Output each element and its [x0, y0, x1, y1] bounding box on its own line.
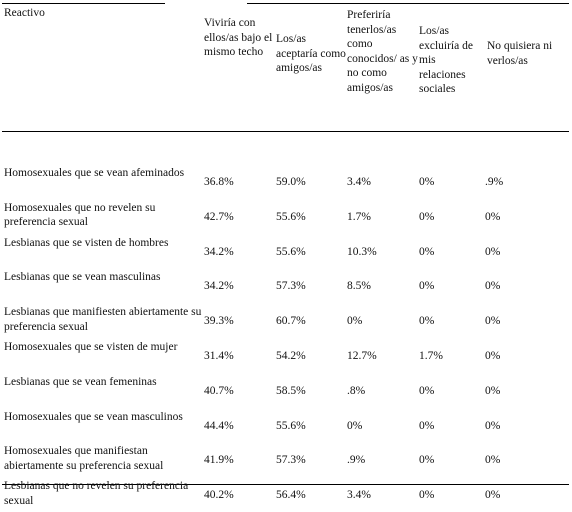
cell-value: 0%	[485, 349, 501, 362]
cell-value: 3.4%	[347, 176, 371, 188]
cell-value: 57.3%	[276, 280, 306, 293]
table-top-rule	[2, 3, 569, 4]
cell-value: 0%	[485, 210, 501, 223]
cell-value: .9%	[485, 176, 504, 188]
header-preferiria: Preferiría tenerlos/as como conocidos/ a…	[347, 9, 418, 94]
header-excluiria: Los/as excluiría de mis relaciones socia…	[419, 25, 473, 95]
cell-value: 36.8%	[204, 176, 234, 188]
cell-value: 56.4%	[276, 489, 306, 502]
cell-value: 0%	[485, 315, 501, 328]
table-bottom-rule	[2, 484, 569, 485]
cell-value: 0%	[485, 419, 501, 432]
table-row: Lesbianas que manifiesten abiertamente s…	[4, 303, 569, 338]
cell-value: 0%	[419, 489, 435, 502]
cell-value: 0%	[485, 245, 501, 258]
row-label: Lesbianas que se vean masculinas	[4, 271, 161, 284]
cell-value: 58.5%	[276, 384, 306, 397]
cell-value: 41.9%	[204, 454, 234, 467]
cell-value: 40.2%	[204, 489, 234, 502]
table-row: Lesbianas que se vean femeninas 40.7% 58.5…	[4, 373, 569, 408]
cell-value: 54.2%	[276, 349, 306, 362]
attitude-table: Reactivo Viviría con ellos/as bajo el mi…	[4, 6, 569, 512]
cell-value: 40.7%	[204, 384, 234, 397]
cell-value: 0%	[419, 280, 435, 293]
cell-value: 0%	[485, 454, 501, 467]
cell-value: 60.7%	[276, 315, 306, 328]
cell-value: 0%	[419, 245, 435, 258]
cell-value: 34.2%	[204, 245, 234, 258]
cell-value: 34.2%	[204, 280, 234, 293]
cell-value: 10.3%	[347, 245, 377, 258]
cell-value: 55.6%	[276, 245, 306, 258]
row-label: Homosexuales que manifiestan abiertament…	[4, 445, 164, 472]
row-label: Lesbianas que se visten de hombres	[4, 236, 169, 249]
cell-value: 55.6%	[276, 210, 306, 223]
cell-value: 0%	[419, 315, 435, 328]
cell-value: 0%	[485, 489, 501, 502]
table-row: Homosexuales que se vean afeminados 36.8%…	[4, 164, 569, 199]
cell-value: 0%	[419, 210, 435, 223]
row-label: Homosexuales que se visten de mujer	[4, 340, 178, 353]
row-label: Homosexuales que se vean masculinos	[4, 410, 183, 423]
table-body: Homosexuales que se vean afeminados 36.8%…	[4, 164, 569, 512]
cell-value: 0%	[347, 419, 363, 432]
table-row: Homosexuales que se visten de mujer 31.4%…	[4, 338, 569, 373]
cell-value: 57.3%	[276, 454, 306, 467]
row-label: Lesbianas que se vean femeninas	[4, 375, 157, 388]
cell-value: 1.7%	[419, 349, 443, 362]
header-row: Reactivo Viviría con ellos/as bajo el mi…	[4, 6, 569, 164]
cell-value: 0%	[419, 384, 435, 397]
cell-value: .8%	[347, 384, 366, 397]
cell-value: 3.4%	[347, 489, 371, 502]
table-row: Lesbianas que no revelen su preferencia …	[4, 477, 569, 512]
cell-value: 8.5%	[347, 280, 371, 293]
cell-value: 1.7%	[347, 210, 371, 223]
cell-value: 0%	[419, 176, 435, 188]
cell-value: 39.3%	[204, 315, 234, 328]
cell-value: 0%	[347, 315, 363, 328]
header-aceptaria: Los/as aceptaría como amigos/as	[276, 33, 346, 74]
table-row: Homosexuales que se vean masculinos 44.4%…	[4, 408, 569, 443]
table-row: Lesbianas que se vean masculinas 34.2% 57.…	[4, 268, 569, 303]
cell-value: 0%	[419, 454, 435, 467]
cell-value: 59.0%	[276, 176, 306, 188]
table-row: Homosexuales que manifiestan abiertament…	[4, 442, 569, 477]
cell-value: 31.4%	[204, 349, 234, 362]
cell-value: 0%	[485, 384, 501, 397]
top-rule-gap	[165, 2, 247, 5]
cell-value: .9%	[347, 454, 366, 467]
cell-value: 55.6%	[276, 419, 306, 432]
cell-value: 44.4%	[204, 419, 234, 432]
header-viviria: Viviría con ellos/as bajo el mismo techo	[204, 17, 273, 58]
cell-value: 0%	[419, 419, 435, 432]
table-page: Reactivo Viviría con ellos/as bajo el mi…	[2, 2, 569, 507]
row-label: Homosexuales que no revelen su preferenc…	[4, 201, 156, 229]
row-label: Lesbianas que no revelen su preferencia …	[4, 480, 189, 507]
cell-value: 0%	[485, 280, 501, 293]
table-row: Homosexuales que no revelen su preferenc…	[4, 199, 569, 234]
cell-value: 42.7%	[204, 210, 234, 223]
table-row: Lesbianas que se visten de hombres 34.2% 5…	[4, 234, 569, 269]
header-no-quisiera: No quisiera ni verlos/as	[487, 40, 553, 67]
header-reactivo: Reactivo	[4, 7, 45, 19]
row-label: Homosexuales que se vean afeminados	[4, 167, 185, 179]
header-rule	[2, 131, 569, 132]
row-label: Lesbianas que manifiesten abiertamente s…	[4, 306, 202, 333]
cell-value: 12.7%	[347, 349, 377, 362]
